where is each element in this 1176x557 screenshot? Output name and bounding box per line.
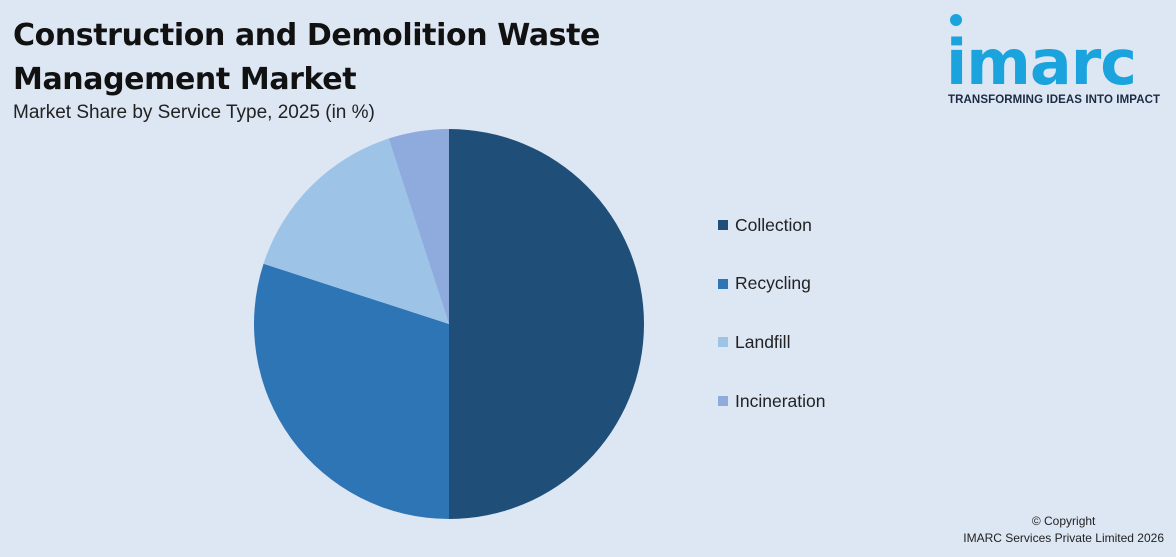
pie-slice-recycling xyxy=(253,263,449,519)
legend-label: Recycling xyxy=(735,273,811,294)
legend-swatch xyxy=(718,396,728,407)
chart-legend: Collection Recycling Landfill Incineration xyxy=(718,214,825,449)
legend-label: Collection xyxy=(735,214,812,235)
legend-item-landfill: Landfill xyxy=(718,331,825,353)
legend-item-recycling: Recycling xyxy=(718,273,825,295)
logo-tagline: TRANSFORMING IDEAS INTO IMPACT xyxy=(948,94,1161,106)
legend-label: Incineration xyxy=(735,390,826,411)
chart-title: Construction and Demolition Waste Manage… xyxy=(13,18,601,97)
legend-label: Landfill xyxy=(735,331,791,352)
copyright-notice: © Copyright IMARC Services Private Limit… xyxy=(963,513,1164,547)
legend-item-incineration: Incineration xyxy=(718,390,825,412)
legend-item-collection: Collection xyxy=(718,214,825,236)
logo-dot-icon xyxy=(950,14,962,26)
legend-swatch xyxy=(718,220,728,230)
pie-slice-landfill xyxy=(263,138,449,324)
pie-slice-collection xyxy=(449,129,644,519)
copyright-line-1: © Copyright xyxy=(1031,514,1096,528)
copyright-line-2: IMARC Services Private Limited 2026 xyxy=(963,531,1164,545)
legend-swatch xyxy=(718,278,728,289)
imarc-logo: imarc TRANSFORMING IDEAS INTO IMPACT xyxy=(946,12,1172,112)
pie-slice-incineration xyxy=(388,129,449,324)
chart-subtitle: Market Share by Service Type, 2025 (in %… xyxy=(13,102,375,123)
legend-swatch xyxy=(718,337,728,348)
logo-wordmark: imarc xyxy=(946,26,1137,99)
